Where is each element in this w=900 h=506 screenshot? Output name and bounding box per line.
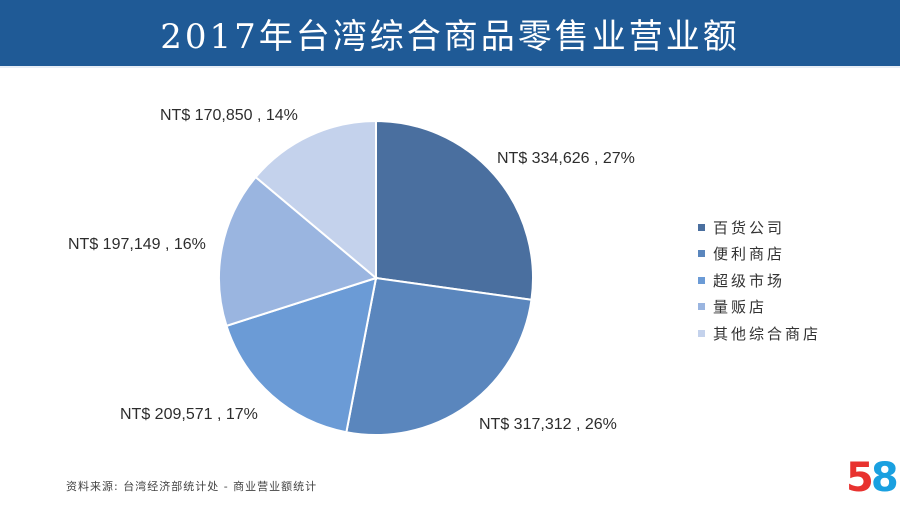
legend-swatch xyxy=(698,303,705,311)
page-title: 2017年台湾综合商品零售业营业额 xyxy=(160,16,740,57)
pie-slice-other-general-store xyxy=(254,119,377,281)
legend-label: 超级市场 xyxy=(713,271,786,290)
legend-item-department-store: 百货公司 xyxy=(698,214,821,241)
legend-swatch xyxy=(698,276,705,284)
brand-logo: 58 xyxy=(846,455,899,501)
logo-digit-5: 5 xyxy=(846,455,874,501)
legend-item-convenience-store: 便利商店 xyxy=(698,241,821,268)
legend-swatch xyxy=(698,223,705,231)
legend-label: 其他综合商店 xyxy=(713,324,822,343)
source-note: 资料来源: 台湾经济部统计处 - 商业营业额统计 xyxy=(66,480,318,493)
legend-label: 便利商店 xyxy=(713,245,786,264)
legend-item-supermarket: 超级市场 xyxy=(698,267,821,294)
legend-swatch xyxy=(698,329,705,337)
data-label-hypermarket: NT$ 197,149 , 16% xyxy=(68,236,206,253)
legend: 百货公司 便利商店 超级市场 量贩店 其他综合商店 xyxy=(698,214,821,347)
logo-digit-8: 8 xyxy=(870,455,899,501)
pie-slice-department-store xyxy=(375,119,534,301)
pie-slice-hypermarket xyxy=(218,175,379,328)
pie-slice-convenience-store xyxy=(345,276,533,436)
legend-label: 百货公司 xyxy=(713,218,786,237)
pie-slice-supermarket xyxy=(225,276,378,434)
legend-label: 量贩店 xyxy=(713,298,768,317)
data-label-other-general-store: NT$ 170,850 , 14% xyxy=(160,107,298,124)
data-label-department-store: NT$ 334,626 , 27% xyxy=(497,150,635,167)
legend-item-hypermarket: 量贩店 xyxy=(698,294,821,321)
title-bar: 2017年台湾综合商品零售业营业额 xyxy=(0,0,900,68)
legend-item-other-general-store: 其他综合商店 xyxy=(698,320,821,347)
data-label-supermarket: NT$ 209,571 , 17% xyxy=(120,406,258,423)
data-label-convenience-store: NT$ 317,312 , 26% xyxy=(479,416,617,433)
legend-swatch xyxy=(698,250,705,258)
